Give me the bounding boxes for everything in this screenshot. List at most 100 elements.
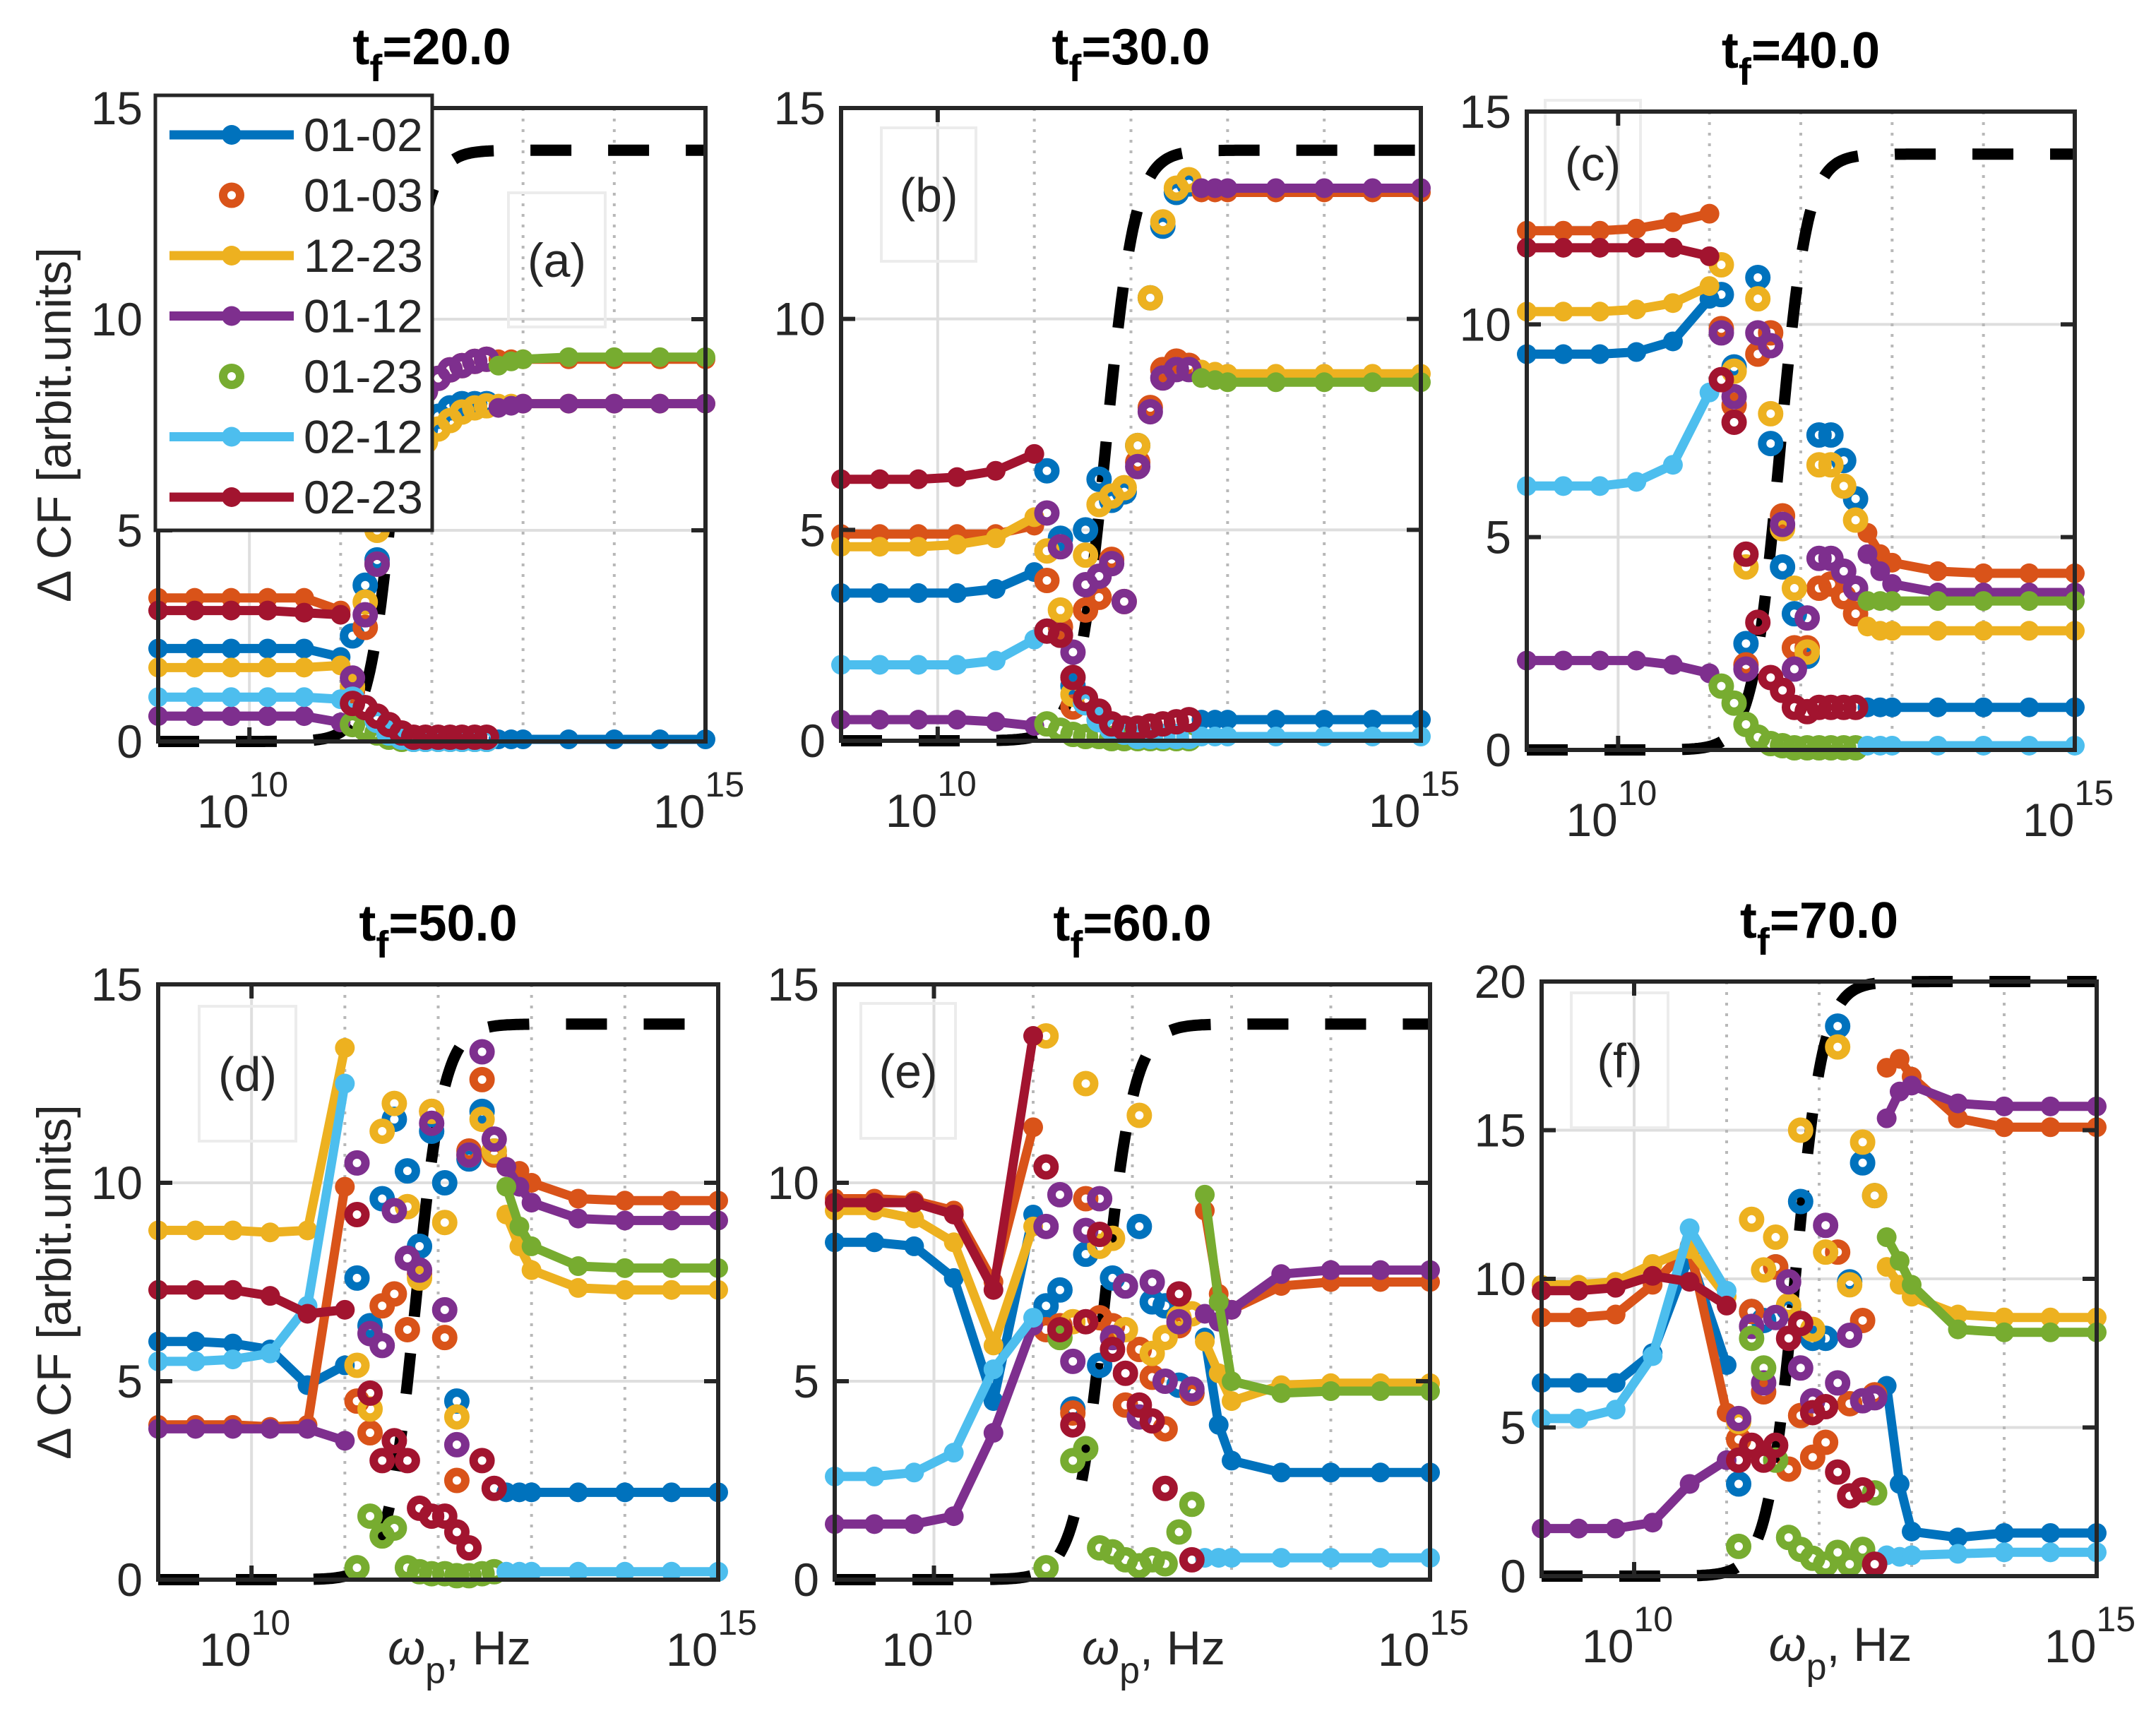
title-subscript: f [1757, 921, 1770, 963]
legend-marker [222, 427, 242, 447]
data-point [614, 1561, 635, 1582]
data-point [222, 1333, 243, 1354]
data-point [1948, 1527, 1968, 1548]
data-point-open [1125, 432, 1151, 458]
data-point-open [1850, 1307, 1876, 1333]
y-tick-label: 10 [91, 293, 143, 345]
data-point-open [1087, 1352, 1113, 1378]
data-point [983, 1423, 1003, 1443]
data-point-open [1806, 734, 1832, 761]
data-point-open [1787, 1355, 1813, 1381]
subplot-title: tf=60.0 [1053, 895, 1211, 966]
panel-label: (b) [899, 169, 958, 222]
data-point-open [1034, 500, 1060, 526]
data-point-open [419, 1098, 445, 1124]
title-main: t [1740, 893, 1757, 949]
data-point [1605, 1373, 1626, 1393]
data-point-open [1842, 507, 1869, 533]
data-point-open [1818, 571, 1844, 597]
data-point [521, 1236, 542, 1256]
legend-item-01-03: 01-03 [219, 169, 423, 222]
data-point [1662, 237, 1683, 258]
data-point [222, 1419, 243, 1439]
data-point [1643, 1265, 1663, 1286]
x-tick-base: 10 [2023, 794, 2074, 846]
data-point [1626, 218, 1647, 239]
data-point-open [1850, 1129, 1876, 1155]
data-point [1553, 302, 1573, 322]
x-label-subscript: p [1119, 1650, 1140, 1691]
x-tick-exponent: 15 [1429, 1603, 1469, 1642]
series-01-12 [1517, 320, 2085, 684]
legend-label: 01-23 [304, 350, 423, 403]
data-point [222, 1220, 243, 1241]
data-point [521, 1193, 542, 1213]
data-point [260, 1343, 280, 1364]
data-point [1314, 178, 1335, 198]
series-02-23 [148, 600, 499, 751]
data-point [1553, 476, 1573, 496]
x-axis-label: ωp, Hz [388, 1621, 531, 1691]
data-point [568, 1561, 588, 1582]
data-point [1314, 727, 1335, 747]
data-point-open [1739, 1432, 1765, 1458]
legend-marker [222, 487, 242, 507]
data-point-open [400, 725, 427, 751]
subplot-title: tf=20.0 [352, 19, 511, 90]
x-tick-exponent: 15 [1420, 764, 1460, 804]
data-point-open [369, 1118, 395, 1144]
data-point-open [1179, 1491, 1205, 1518]
data-point [1902, 1545, 1922, 1566]
data-point-open [1770, 677, 1796, 703]
title-subscript: f [1068, 47, 1082, 90]
data-point-open [443, 1431, 470, 1457]
legend-label: 01-03 [304, 169, 423, 222]
data-point [1948, 1319, 1968, 1340]
data-point [496, 1176, 516, 1197]
y-tick-label: 10 [1460, 298, 1511, 350]
data-point [1948, 1108, 1968, 1128]
data-point [559, 393, 579, 414]
data-point-open [381, 1428, 407, 1454]
data-point [1699, 203, 1720, 224]
data-point-open [1733, 656, 1759, 682]
data-point [1973, 563, 1994, 583]
data-point-open [469, 1448, 495, 1474]
data-point-open [1060, 1412, 1086, 1438]
series-01-12 [831, 178, 1431, 737]
data-point [559, 347, 579, 367]
data-point [904, 1514, 924, 1534]
data-point-open [381, 1515, 407, 1541]
data-point [2019, 591, 2039, 612]
x-tick-exponent: 10 [1633, 1599, 1673, 1639]
data-point [1590, 220, 1610, 241]
data-point [1222, 1371, 1241, 1391]
series-line-right [1200, 1194, 1430, 1398]
data-point [1370, 1548, 1390, 1568]
data-point-open [1787, 1117, 1813, 1143]
y-tick-label: 0 [793, 1554, 819, 1606]
data-point-open [1739, 1206, 1765, 1232]
data-point [1208, 1292, 1229, 1312]
data-point-open [1073, 517, 1099, 543]
legend-marker [222, 246, 242, 266]
data-point [1553, 650, 1573, 671]
data-point [983, 1391, 1003, 1412]
data-point [908, 537, 929, 557]
series-line-right [502, 1164, 718, 1225]
data-point [943, 1204, 964, 1224]
data-point [985, 712, 1006, 732]
data-point [1370, 1260, 1390, 1280]
data-point [1568, 1373, 1589, 1393]
data-point [1217, 178, 1238, 198]
data-point-open [1825, 1459, 1851, 1485]
data-point [294, 706, 314, 727]
data-point [904, 1193, 924, 1213]
data-point [1271, 1264, 1292, 1284]
data-point [1605, 1277, 1626, 1298]
panel-label: (c) [1565, 138, 1621, 191]
x-tick-label: 1015 [1378, 1603, 1469, 1676]
data-point-open [352, 589, 379, 615]
